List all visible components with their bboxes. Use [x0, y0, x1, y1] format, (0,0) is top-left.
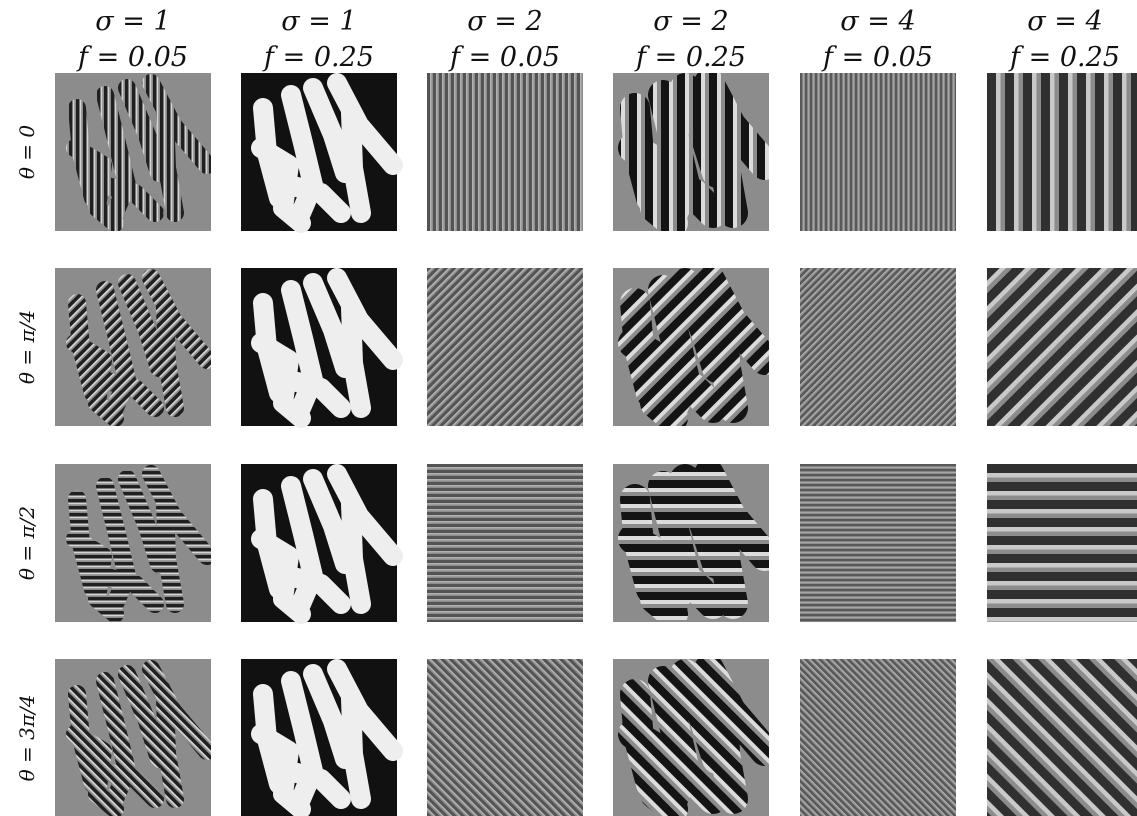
filter-response — [613, 73, 769, 231]
stripe-texture — [613, 464, 769, 622]
filter-response — [427, 268, 583, 426]
stripe-texture — [613, 73, 769, 231]
filter-response — [613, 268, 769, 426]
stripe-texture — [55, 268, 211, 426]
row-theta: θ = π/2 — [15, 506, 39, 580]
filter-response — [613, 464, 769, 622]
stripe-texture — [800, 659, 956, 816]
glyph-stroke — [351, 699, 361, 799]
filter-response — [241, 464, 397, 622]
row-theta: θ = 0 — [15, 125, 39, 180]
row-theta: θ = π/4 — [15, 310, 39, 384]
filter-response — [987, 268, 1137, 426]
filter-response — [987, 73, 1137, 231]
stripe-texture — [800, 73, 956, 231]
filter-response — [55, 659, 211, 816]
filter-response — [427, 659, 583, 816]
glyph-stroke — [351, 308, 361, 408]
filter-response — [987, 659, 1137, 816]
column-frequency: f = 0.05 — [76, 42, 188, 73]
stripe-texture — [427, 659, 583, 816]
filter-response — [800, 73, 956, 231]
row-theta: θ = 3π/4 — [15, 695, 39, 782]
stripe-texture — [55, 73, 211, 231]
filter-response — [987, 464, 1137, 622]
stripe-texture — [613, 659, 769, 816]
column-frequency: f = 0.25 — [1008, 42, 1120, 73]
column-sigma: σ = 4 — [840, 6, 915, 37]
column-sigma: σ = 4 — [1027, 6, 1102, 37]
column-sigma: σ = 1 — [95, 6, 170, 37]
stripe-texture — [800, 268, 956, 426]
stripe-texture — [613, 268, 769, 426]
filter-response — [241, 659, 397, 816]
stripe-texture — [987, 268, 1137, 426]
filter-response — [241, 268, 397, 426]
filter-response — [55, 464, 211, 622]
filter-response — [55, 73, 211, 231]
column-sigma: σ = 1 — [281, 6, 356, 37]
column-sigma: σ = 2 — [467, 6, 542, 37]
stripe-texture — [55, 659, 211, 816]
stripe-texture — [427, 464, 583, 622]
glyph-stroke — [351, 504, 361, 604]
column-frequency: f = 0.25 — [634, 42, 746, 73]
column-frequency: f = 0.25 — [262, 42, 374, 73]
filter-response — [427, 73, 583, 231]
stripe-texture — [800, 464, 956, 622]
filter-response — [241, 73, 397, 231]
stripe-texture — [427, 73, 583, 231]
filter-response — [800, 464, 956, 622]
filter-response — [55, 268, 211, 426]
filter-response — [427, 464, 583, 622]
stripe-texture — [987, 659, 1137, 816]
stripe-texture — [55, 464, 211, 622]
column-sigma: σ = 2 — [653, 6, 728, 37]
filter-response — [800, 268, 956, 426]
filter-response — [800, 659, 956, 816]
stripe-texture — [427, 268, 583, 426]
stripe-texture — [987, 73, 1137, 231]
column-frequency: f = 0.05 — [821, 42, 933, 73]
figure: σ = 1 f = 0.05 σ = 1 f = 0.25 σ = 2 f = 0.05 σ… — [0, 0, 1137, 816]
filter-response — [613, 659, 769, 816]
glyph-stroke — [351, 113, 361, 213]
column-frequency: f = 0.05 — [448, 42, 560, 73]
stripe-texture — [987, 464, 1137, 622]
